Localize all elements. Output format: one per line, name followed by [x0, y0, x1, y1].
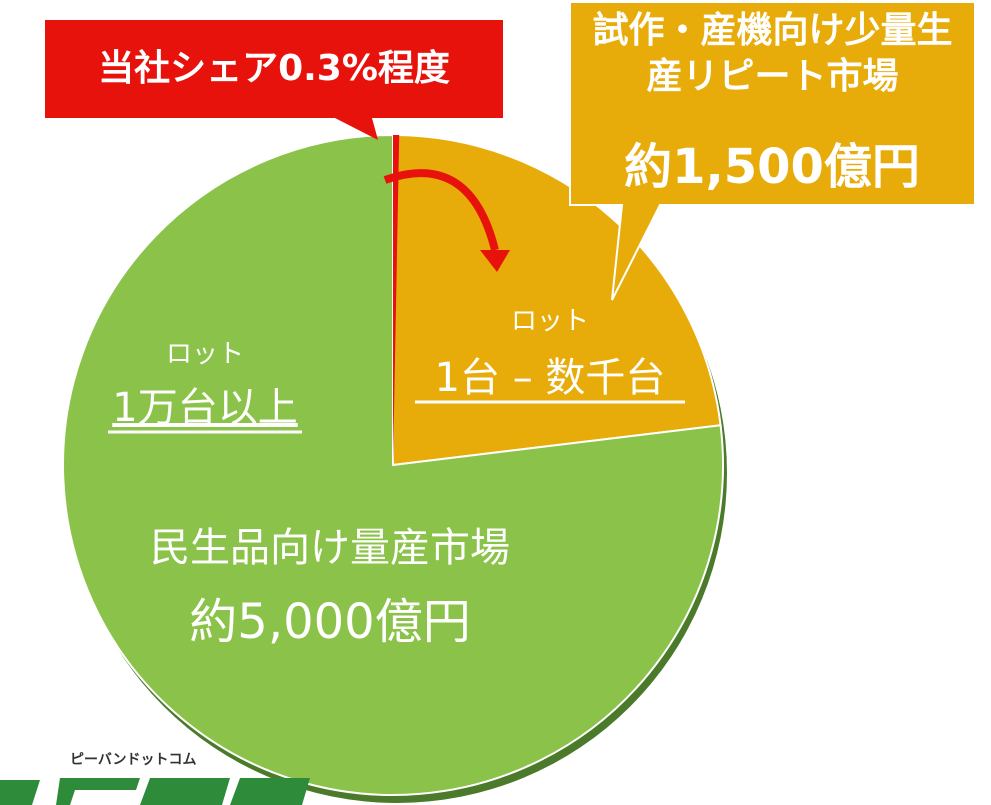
share-label: 当社シェア0.3%程度 [98, 48, 450, 89]
pie-slice [392, 133, 722, 467]
segment-category: 試作・産機向け少量生産リピート市場 [592, 10, 953, 97]
lot-label: 1台 – 数千台 [435, 355, 666, 401]
share-slice [393, 135, 400, 465]
segment-value: 約5,000億円 [189, 594, 470, 650]
lot-title: ロット [166, 340, 244, 370]
pie [62, 133, 727, 803]
segment-category: 民生品向け量産市場 [150, 525, 510, 571]
segment-callout [569, 1, 976, 301]
segment-category-box: 試作・産機向け少量生産リピート市場 [592, 10, 953, 97]
share-callout [45, 20, 503, 140]
segment-value: 約1,500億円 [624, 139, 920, 195]
logo-mark [0, 778, 310, 805]
lot-label: 1万台以上 [112, 385, 297, 431]
logo-text: ピーバンドットコム [70, 752, 197, 768]
pie-slice [62, 133, 724, 796]
lot-title: ロット [511, 307, 589, 337]
arrow [383, 169, 499, 251]
arrow-head [480, 250, 510, 272]
